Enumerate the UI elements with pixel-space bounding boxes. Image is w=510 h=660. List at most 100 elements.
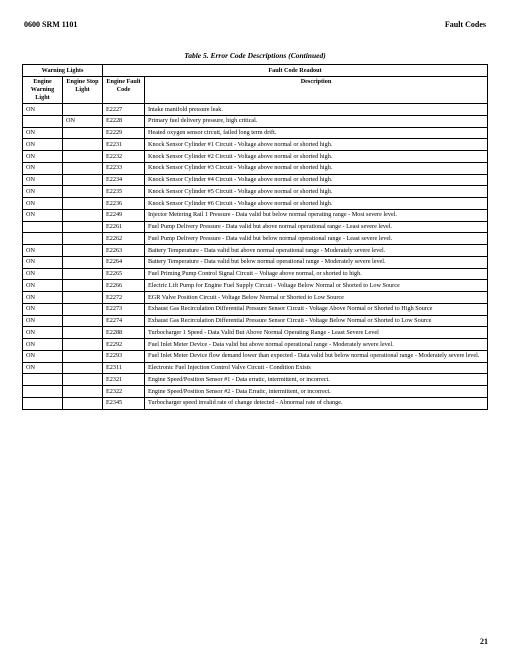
cell-fault-code: E2263 (103, 245, 145, 257)
group-header-warning-lights: Warning Lights (23, 65, 103, 77)
cell-description: Knock Sensor Cylinder #5 Circuit - Volta… (145, 186, 488, 198)
cell-description: Fuel Priming Pump Control Signal Circuit… (145, 268, 488, 280)
table-row: E2321Engine Speed/Position Sensor #1 - D… (23, 374, 488, 386)
table-row: ONE2292Fuel Inlet Meter Device - Data va… (23, 339, 488, 351)
table-row: ONE2272EGR Valve Position Circuit - Volt… (23, 292, 488, 304)
cell-fault-code: E2288 (103, 327, 145, 339)
cell-engine-stop-light (63, 397, 103, 409)
page-number: 21 (480, 637, 488, 646)
cell-fault-code: E2264 (103, 256, 145, 268)
cell-engine-warning-light: ON (23, 303, 63, 315)
cell-fault-code: E2274 (103, 315, 145, 327)
table-row: ONE2236Knock Sensor Cylinder #6 Circuit … (23, 198, 488, 210)
cell-engine-stop-light (63, 162, 103, 174)
cell-description: Fuel Inlet Meter Device - Data valid but… (145, 339, 488, 351)
table-row: ON E2233Knock Sensor Cylinder #3 Circuit … (23, 162, 488, 174)
cell-engine-stop-light (63, 350, 103, 362)
table-row: ON E2229Heated oxygen sensor circuit, fai… (23, 127, 488, 139)
cell-engine-warning-light: ON (23, 186, 63, 198)
cell-engine-stop-light (63, 303, 103, 315)
cell-fault-code: E2293 (103, 350, 145, 362)
cell-engine-stop-light (63, 151, 103, 163)
cell-description: Fuel Pump Delivery Pressure - Data valid… (145, 221, 488, 233)
cell-engine-warning-light: ON (23, 315, 63, 327)
cell-engine-warning-light (23, 374, 63, 386)
table-row: ON E2265Fuel Priming Pump Control Signal … (23, 268, 488, 280)
cell-engine-warning-light: ON (23, 139, 63, 151)
cell-description: Heated oxygen sensor circuit, failed lon… (145, 127, 488, 139)
cell-description: Knock Sensor Cylinder #1 Circuit - Volta… (145, 139, 488, 151)
table-row: ONE2311Electronic Fuel Injection Control… (23, 362, 488, 374)
cell-fault-code: E2265 (103, 268, 145, 280)
cell-engine-stop-light (63, 245, 103, 257)
cell-description: Fuel Pump Delivery Pressure - Data valid… (145, 233, 488, 245)
cell-engine-warning-light: ON (23, 256, 63, 268)
cell-description: Knock Sensor Cylinder #6 Circuit - Volta… (145, 198, 488, 210)
cell-engine-warning-light: ON (23, 127, 63, 139)
cell-fault-code: E2229 (103, 127, 145, 139)
cell-fault-code: E2233 (103, 162, 145, 174)
cell-engine-warning-light: ON (23, 350, 63, 362)
cell-fault-code: E2232 (103, 151, 145, 163)
cell-engine-stop-light (63, 292, 103, 304)
table-row: ONE2232Knock Sensor Cylinder #2 Circuit … (23, 151, 488, 163)
cell-engine-warning-light: ON (23, 151, 63, 163)
cell-engine-stop-light (63, 268, 103, 280)
cell-description: Turbocharger 1 Speed - Data Valid But Ab… (145, 327, 488, 339)
cell-engine-warning-light: ON (23, 162, 63, 174)
col-header-engine-stop-light: Engine Stop Light (63, 76, 103, 103)
cell-engine-warning-light (23, 386, 63, 398)
cell-engine-stop-light (63, 198, 103, 210)
cell-engine-warning-light: ON (23, 268, 63, 280)
cell-engine-warning-light: ON (23, 362, 63, 374)
cell-engine-warning-light: ON (23, 280, 63, 292)
col-header-description: Description (145, 76, 488, 103)
cell-fault-code: E2311 (103, 362, 145, 374)
table-row: E2322Engine Speed/Position Sensor #2 - D… (23, 386, 488, 398)
cell-engine-stop-light (63, 315, 103, 327)
cell-description: Knock Sensor Cylinder #3 Circuit - Volta… (145, 162, 488, 174)
cell-description: Intake manifold pressure leak. (145, 104, 488, 116)
cell-engine-warning-light: ON (23, 339, 63, 351)
cell-description: Primary fuel delivery pressure, high cri… (145, 115, 488, 127)
table-column-header-row: Engine Warning Light Engine Stop Light E… (23, 76, 488, 103)
table-row: ONE2227Intake manifold pressure leak. (23, 104, 488, 116)
cell-description: Exhaust Gas Recirculation Differential P… (145, 303, 488, 315)
cell-description: Battery Temperature - Data valid but bel… (145, 256, 488, 268)
group-header-readout: Fault Code Readout (103, 65, 488, 77)
table-row: ON E2231Knock Sensor Cylinder #1 Circuit … (23, 139, 488, 151)
error-code-table: Warning Lights Fault Code Readout Engine… (22, 64, 488, 410)
cell-description: Battery Temperature - Data valid but abo… (145, 245, 488, 257)
cell-fault-code: E2345 (103, 397, 145, 409)
cell-engine-warning-light: ON (23, 198, 63, 210)
table-row: E2261Fuel Pump Delivery Pressure - Data … (23, 221, 488, 233)
cell-engine-warning-light (23, 233, 63, 245)
cell-fault-code: E2261 (103, 221, 145, 233)
table-row: E2262Fuel Pump Delivery Pressure - Data … (23, 233, 488, 245)
table-row: E2345Turbocharger speed invalid rate of … (23, 397, 488, 409)
cell-engine-stop-light (63, 233, 103, 245)
table-caption: Table 5. Error Code Descriptions (Contin… (22, 51, 488, 60)
cell-fault-code: E2235 (103, 186, 145, 198)
table-row: ONE2293Fuel Inlet Meter Device flow dema… (23, 350, 488, 362)
cell-engine-warning-light (23, 115, 63, 127)
cell-fault-code: E2227 (103, 104, 145, 116)
cell-engine-stop-light: ON (63, 115, 103, 127)
cell-description: Injector Metering Rail 1 Pressure - Data… (145, 209, 488, 221)
cell-engine-stop-light (63, 280, 103, 292)
cell-fault-code: E2322 (103, 386, 145, 398)
table-row: ONE2266Electric Lift Pump for Engine Fue… (23, 280, 488, 292)
table-row: ON E2264Battery Temperature - Data valid … (23, 256, 488, 268)
cell-fault-code: E2321 (103, 374, 145, 386)
cell-description: Electric Lift Pump for Engine Fuel Suppl… (145, 280, 488, 292)
cell-engine-stop-light (63, 374, 103, 386)
table-row: ON E2235Knock Sensor Cylinder #5 Circuit … (23, 186, 488, 198)
cell-engine-stop-light (63, 127, 103, 139)
cell-engine-stop-light (63, 256, 103, 268)
cell-fault-code: E2273 (103, 303, 145, 315)
table-row: ONE2249Injector Metering Rail 1 Pressure… (23, 209, 488, 221)
table-group-header-row: Warning Lights Fault Code Readout (23, 65, 488, 77)
cell-fault-code: E2231 (103, 139, 145, 151)
cell-engine-warning-light: ON (23, 174, 63, 186)
cell-engine-warning-light: ON (23, 209, 63, 221)
